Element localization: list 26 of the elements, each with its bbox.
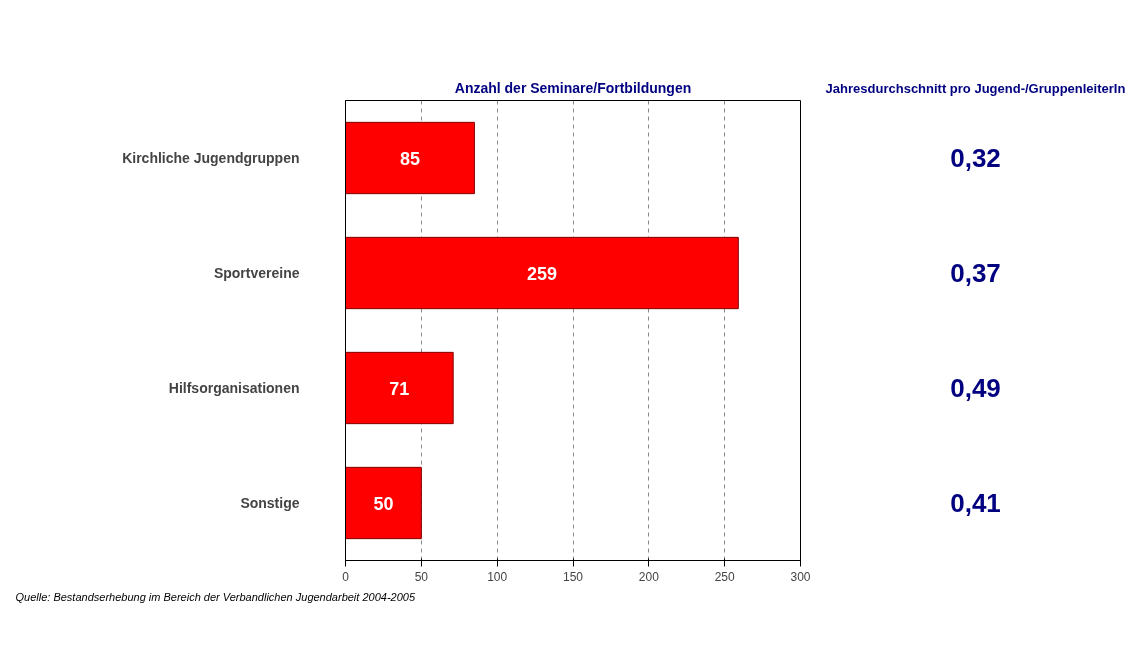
x-tick-label: 250 [714,569,735,584]
data-label: 71 [389,378,410,399]
y-tick-label: Kirchliche Jugendgruppen [122,150,300,166]
x-tick-label: 300 [790,569,811,584]
source-note: Quelle: Bestandserhebung im Bereich der Verbandlichen Jugendarbeit 2004-2005 [15,590,416,603]
text: Jahresdurchschnitt pro Jugend-/GruppenleiterIn [825,80,1126,96]
bar [345,466,422,540]
bar [345,236,739,310]
x-tick-label: 150 [562,569,584,584]
x-tick-label: 100 [487,569,508,584]
y-tick-label: Sportvereine [213,265,300,281]
text: 0,32 [950,143,1001,173]
data-label: 85 [399,148,420,169]
text: 0,49 [950,373,1001,403]
y-tick-label: Hilfsorganisationen [168,380,300,396]
chart-title: Anzahl der Seminare/Fortbildungen [454,79,692,96]
text: 0,41 [950,488,1001,518]
text: 0,37 [950,258,1001,288]
x-tick-label: 200 [638,569,660,584]
data-label: 50 [373,493,394,514]
y-tick-label: Sonstige [240,495,300,511]
x-tick-label: 50 [414,569,429,584]
x-tick-label: 0 [342,569,350,584]
bar [345,121,475,195]
bar [345,351,454,425]
data-label: 259 [526,263,557,284]
